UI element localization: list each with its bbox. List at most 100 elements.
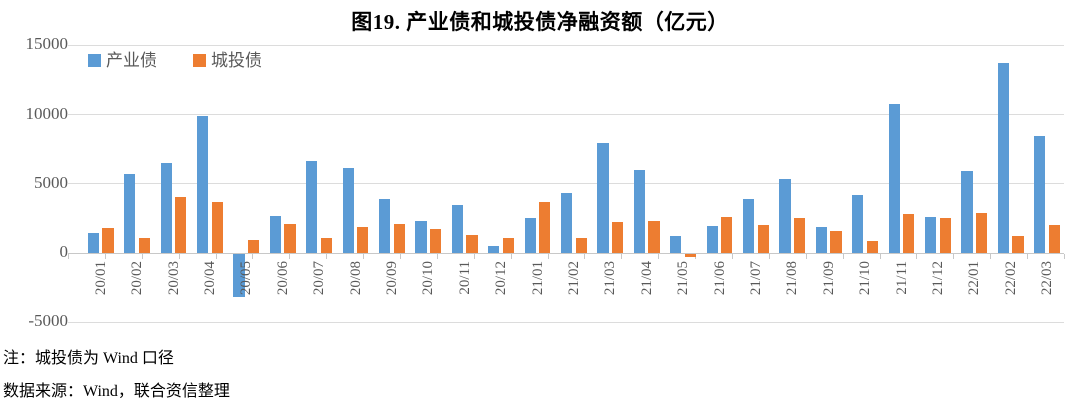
gridline [68,183,1064,185]
gridline [68,321,1064,323]
bar-城投债-20/11 [466,234,478,253]
x-axis-line [68,252,1064,254]
x-axis-tick [732,253,733,259]
bar-城投债-21/06 [721,216,733,253]
bar-城投债-20/12 [502,238,514,253]
bar-产业债-21/10 [852,195,864,253]
x-axis-tick-label: 21/12 [929,261,946,296]
x-axis-tick-label: 20/06 [274,261,291,296]
bar-城投债-21/02 [575,237,587,253]
y-axis-tick-label: 0 [59,242,69,262]
x-axis-tick-label: 21/06 [711,261,728,296]
bar-城投债-20/04 [211,201,223,253]
x-axis-tick-label: 21/10 [857,261,874,296]
bar-城投债-20/03 [175,197,187,253]
y-axis-tick-label: 10000 [25,103,69,123]
source-note: 数据来源：Wind，联合资信整理 [3,383,230,400]
x-axis-tick-label: 21/04 [638,261,655,296]
bar-城投债-20/05 [247,240,260,253]
bar-城投债-20/07 [320,238,332,253]
x-axis-tick-label: 20/03 [165,261,182,296]
bar-城投债-20/02 [138,237,150,253]
x-axis-tick [68,253,69,259]
x-axis-tick-label: 20/08 [347,261,364,296]
x-axis-tick-label: 22/02 [1002,261,1019,296]
bar-产业债-21/03 [597,142,609,253]
legend: 产业债 城投债 [88,52,262,69]
legend-swatch-icon [88,54,101,67]
x-axis-tick [363,253,365,259]
bar-产业债-20/11 [451,204,464,253]
x-axis-tick-label: 21/11 [893,261,910,295]
bar-城投债-21/12 [939,218,951,253]
bar-产业债-21/02 [561,192,573,253]
bar-城投债-21/10 [866,240,878,253]
x-axis-tick [953,253,955,259]
bar-城投债-21/07 [757,225,769,253]
y-axis-tick-label: -5000 [28,311,68,331]
x-axis-tick-label: 21/01 [529,261,546,296]
x-axis-tick-label: 22/01 [966,261,983,296]
bar-产业债-21/06 [706,226,718,253]
x-axis-tick-label: 21/09 [820,261,837,296]
bar-产业债-20/08 [342,168,354,253]
y-axis-tick-label: 15000 [25,34,69,54]
x-axis-tick [473,253,475,259]
x-axis-tick [400,253,401,259]
x-axis-tick-label: 21/07 [747,261,764,296]
legend-swatch-icon [193,54,206,67]
x-axis-tick [104,253,106,259]
x-axis-tick [510,253,512,259]
bar-城投债-22/01 [975,213,988,253]
x-axis-tick-label: 21/08 [784,261,801,296]
x-axis-tick [141,253,143,259]
bar-产业债-21/11 [888,103,900,253]
chart-title: 图19. 产业债和城投债净融资额（亿元） [351,10,729,34]
x-axis-tick [326,253,328,259]
x-axis-tick-label: 20/09 [383,261,400,296]
x-axis-tick [252,253,254,259]
bar-城投债-21/04 [648,220,660,253]
x-axis-tick [547,253,549,259]
x-axis-tick-label: 20/12 [493,261,510,296]
bar-产业债-20/02 [124,174,136,253]
bar-产业债-20/01 [87,232,100,253]
bar-产业债-20/07 [306,161,318,253]
x-axis-tick [768,253,770,259]
bar-城投债-21/03 [611,222,624,253]
bar-产业债-20/04 [197,115,209,253]
bar-产业债-20/12 [488,246,500,253]
bar-产业债-21/01 [524,218,536,253]
legend-label: 产业债 [106,51,157,70]
bar-产业债-21/12 [925,217,937,253]
x-axis-tick [289,253,291,259]
x-axis-tick-label: 20/04 [201,261,218,296]
x-axis-tick-label: 22/03 [1039,261,1056,296]
x-axis-tick-label: 20/10 [420,261,437,296]
x-axis-tick-label: 20/01 [92,261,109,296]
x-axis-tick [842,253,844,259]
bar-城投债-21/11 [903,213,915,253]
x-axis-tick [1064,253,1065,259]
bar-产业债-20/09 [379,198,391,253]
legend-item: 城投债 [193,52,262,69]
x-axis-tick-label: 21/03 [602,261,619,296]
x-axis-tick [990,253,992,259]
bar-城投债-21/09 [830,230,842,253]
bar-产业债-22/01 [961,171,973,253]
x-axis-tick-label: 20/07 [311,261,328,296]
x-axis-tick [916,253,918,259]
footnote: 注：城投债为 Wind 口径 [3,350,174,367]
bar-城投债-20/06 [284,223,296,253]
bar-产业债-21/04 [633,170,646,253]
bar-城投债-21/08 [793,218,806,253]
bar-产业债-20/05 [233,253,245,298]
bar-产业债-21/08 [779,179,791,253]
bar-城投债-20/10 [429,229,442,253]
bar-城投债-21/05 [684,253,696,258]
x-axis-tick-label: 21/02 [565,261,582,296]
x-axis-tick-label: 20/05 [238,261,255,296]
x-axis-tick [879,253,881,259]
bar-产业债-20/10 [415,220,427,253]
